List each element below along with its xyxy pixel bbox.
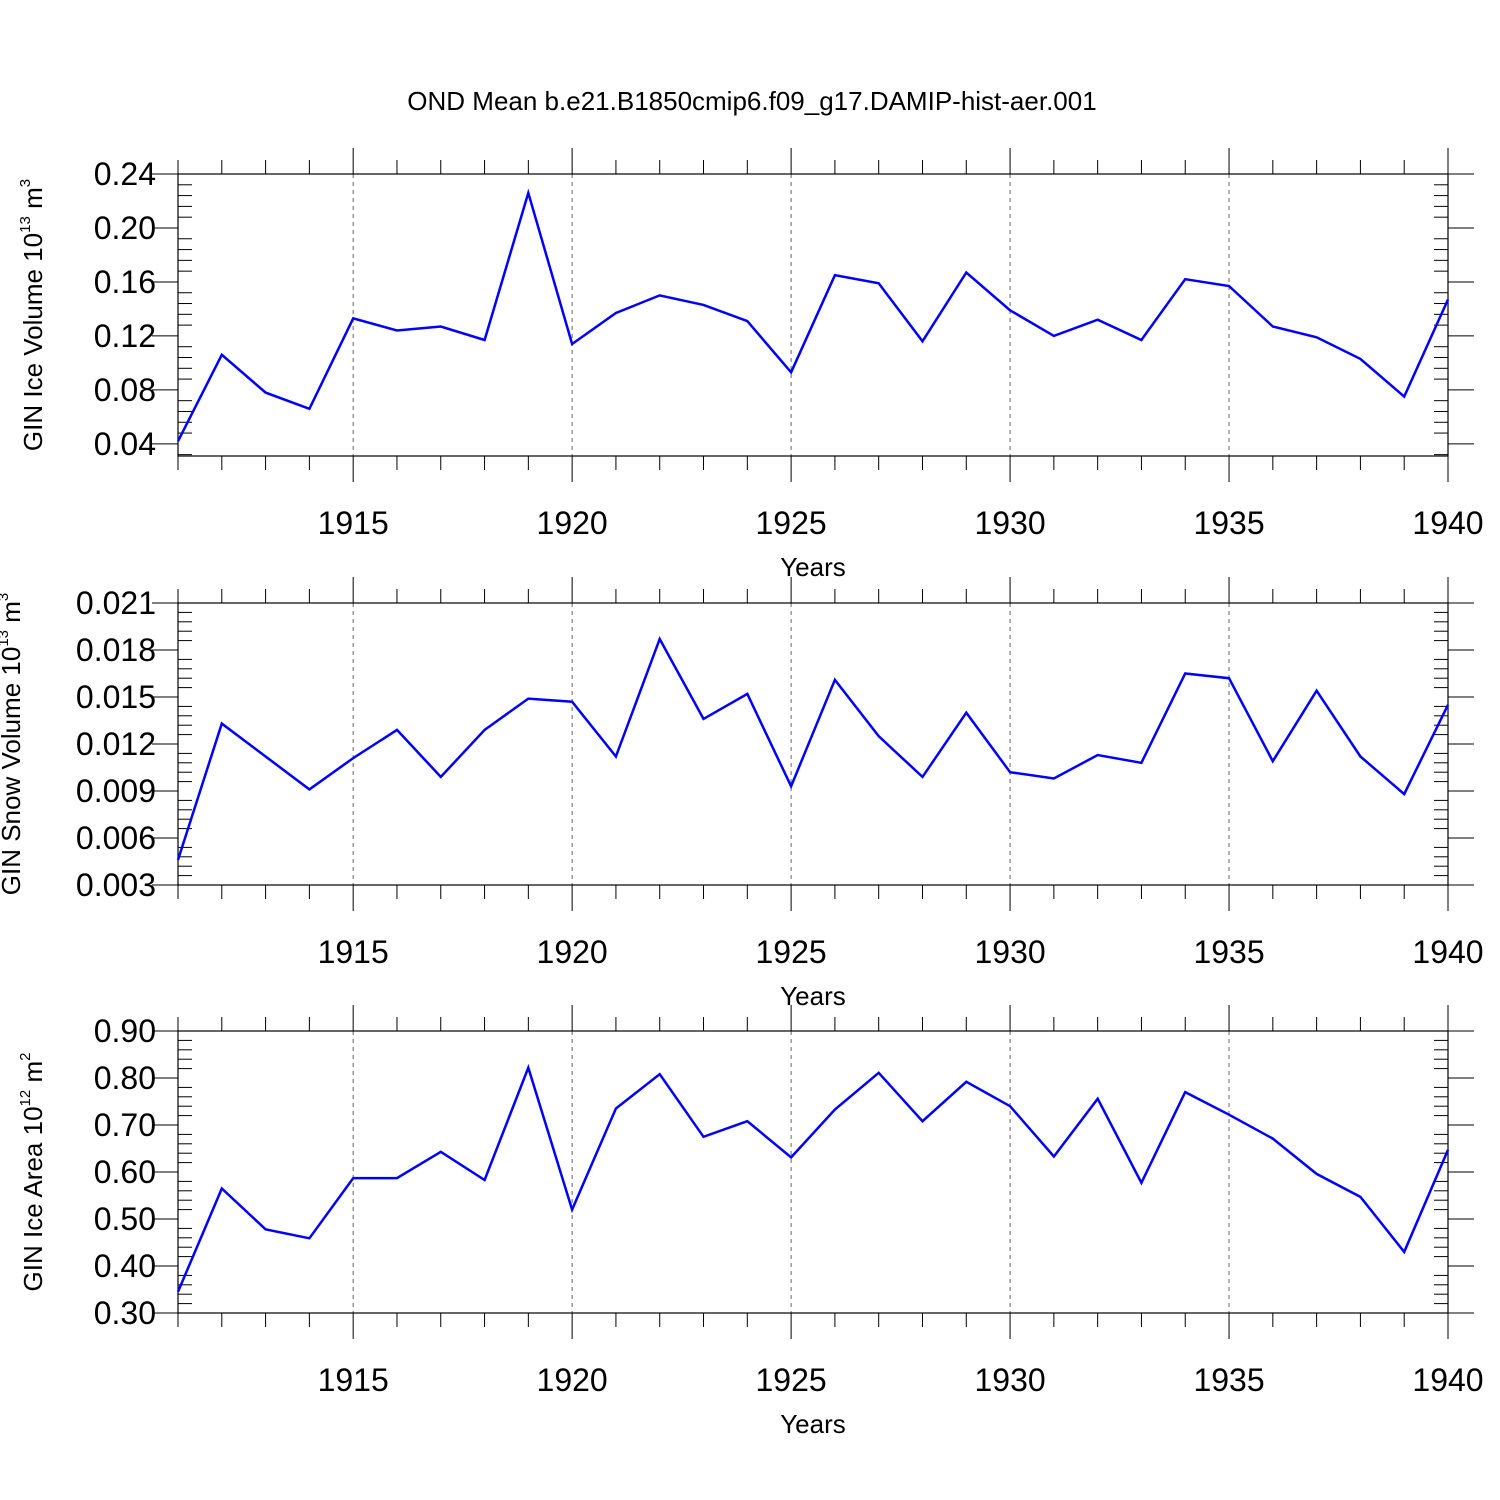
y-tick-label: 0.90 — [94, 1013, 156, 1049]
chart-panel-1: 0.04 0.08 0.12 0.16 0.20 0.24 1915 1920 1925 1930… — [17, 148, 1484, 582]
y-tick-label: 0.70 — [94, 1107, 156, 1143]
y-label-text: GIN Ice Area 10 — [18, 1106, 48, 1291]
y-label-text: m — [0, 601, 26, 630]
x-tick-label: 1935 — [1193, 1362, 1264, 1398]
y-label-text: GIN Ice Volume 10 — [18, 233, 48, 451]
y-tick-label: 0.80 — [94, 1060, 156, 1096]
y-tick-label: 0.24 — [94, 156, 156, 192]
x-tick-label: 1940 — [1412, 1362, 1483, 1398]
y-tick-label: 0.12 — [94, 318, 156, 354]
y-label-superscript: 13 — [0, 630, 12, 647]
x-tick-label: 1940 — [1412, 934, 1483, 970]
y-axis-label: GIN Ice Area 1012 m2 — [17, 1053, 48, 1292]
x-axis-label: Years — [780, 1409, 846, 1439]
y-tick-label: 0.003 — [76, 867, 156, 903]
y-tick-label: 0.60 — [94, 1154, 156, 1190]
x-tick-label: 1940 — [1412, 505, 1483, 541]
plot-frame — [177, 1030, 1449, 1314]
y-tick-label: 0.04 — [94, 426, 156, 462]
x-tick-label: 1920 — [537, 934, 608, 970]
x-tick-label: 1925 — [756, 934, 827, 970]
y-label-superscript: 3 — [17, 179, 34, 187]
y-tick-label: 0.012 — [76, 726, 156, 762]
x-tick-label: 1925 — [756, 1362, 827, 1398]
y-label-superscript: 2 — [17, 1053, 34, 1061]
series-line — [176, 1063, 1450, 1293]
y-tick-label: 0.015 — [76, 679, 156, 715]
y-tick-label: 0.018 — [76, 632, 156, 668]
y-tick-label: 0.30 — [94, 1295, 156, 1331]
series-line — [176, 188, 1450, 442]
x-tick-label: 1920 — [537, 505, 608, 541]
y-axis-label: GIN Snow Volume 1013 m3 — [0, 593, 26, 896]
y-axis-label: GIN Ice Volume 1013 m3 — [17, 179, 48, 451]
x-axis-label: Years — [780, 981, 846, 1011]
y-tick-label: 0.006 — [76, 820, 156, 856]
x-tick-label: 1930 — [974, 934, 1045, 970]
chart-panel-2: 0.003 0.006 0.009 0.012 0.015 0.018 0.021 1915 1… — [0, 577, 1484, 1011]
y-label-superscript: 3 — [0, 593, 12, 601]
y-label-text: m — [18, 1061, 48, 1090]
y-tick-label: 0.009 — [76, 773, 156, 809]
x-tick-label: 1925 — [756, 505, 827, 541]
x-tick-label: 1915 — [318, 1362, 389, 1398]
x-tick-label: 1935 — [1193, 505, 1264, 541]
plot-frame — [177, 173, 1449, 457]
y-tick-label: 0.08 — [94, 372, 156, 408]
x-tick-label: 1920 — [537, 1362, 608, 1398]
chart-title: OND Mean b.e21.B1850cmip6.f09_g17.DAMIP-… — [407, 86, 1096, 116]
plot-frame — [177, 602, 1449, 886]
x-tick-label: 1935 — [1193, 934, 1264, 970]
y-label-superscript: 13 — [17, 216, 34, 233]
x-tick-label: 1930 — [974, 505, 1045, 541]
series-line — [176, 636, 1450, 861]
y-tick-label: 0.20 — [94, 210, 156, 246]
y-tick-label: 0.021 — [76, 585, 156, 621]
x-axis-label: Years — [780, 552, 846, 582]
x-tick-label: 1915 — [318, 505, 389, 541]
x-tick-label: 1930 — [974, 1362, 1045, 1398]
y-label-text: m — [18, 187, 48, 216]
y-label-superscript: 12 — [17, 1090, 34, 1107]
x-tick-label: 1915 — [318, 934, 389, 970]
chart-panel-3: 0.30 0.40 0.50 0.60 0.70 0.80 0.90 1915 1920 1925… — [17, 1005, 1484, 1439]
y-tick-label: 0.50 — [94, 1201, 156, 1237]
y-tick-label: 0.16 — [94, 264, 156, 300]
y-tick-label: 0.40 — [94, 1248, 156, 1284]
y-label-text: GIN Snow Volume 10 — [0, 647, 26, 896]
